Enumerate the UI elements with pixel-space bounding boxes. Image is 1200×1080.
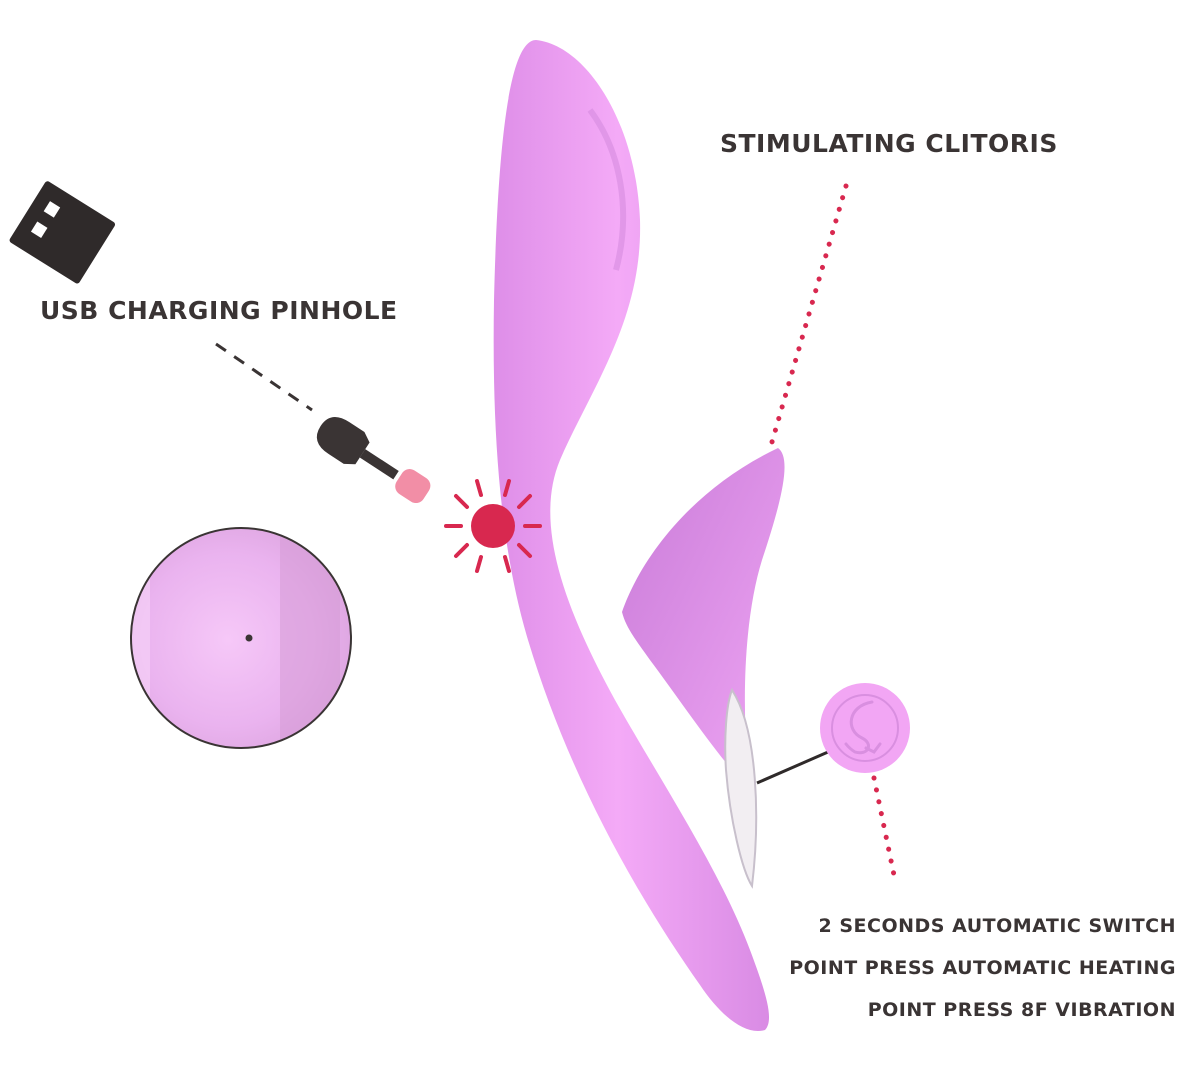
feature-item: POINT PRESS AUTOMATIC HEATING — [789, 957, 1176, 979]
feature-item: POINT PRESS 8F VIBRATION — [867, 999, 1176, 1021]
device-tip-ridge — [587, 108, 627, 271]
control-strip — [724, 687, 758, 889]
device-body — [493, 40, 770, 1032]
pinhole-zoom-view — [130, 527, 352, 749]
cable-dashed-line — [215, 342, 313, 412]
feature-item: 2 SECONDS AUTOMATIC SWITCH — [818, 915, 1176, 937]
control-button-logo-icon — [820, 683, 910, 773]
charging-port-indicator-icon — [444, 479, 542, 573]
charging-plug-icon — [316, 417, 431, 504]
pinhole-dot — [245, 634, 253, 642]
stimulating-clitoris-label: STIMULATING CLITORIS — [720, 129, 1058, 158]
usb-charging-label: USB CHARGING PINHOLE — [40, 296, 398, 325]
clitoris-callout-line — [769, 183, 849, 445]
device-clitoral-arm — [622, 448, 785, 790]
features-callout-line — [871, 775, 898, 883]
feature-list: 2 SECONDS AUTOMATIC SWITCH POINT PRESS A… — [789, 905, 1176, 1031]
usb-plug-icon — [9, 181, 116, 284]
button-callout-line — [756, 750, 829, 785]
